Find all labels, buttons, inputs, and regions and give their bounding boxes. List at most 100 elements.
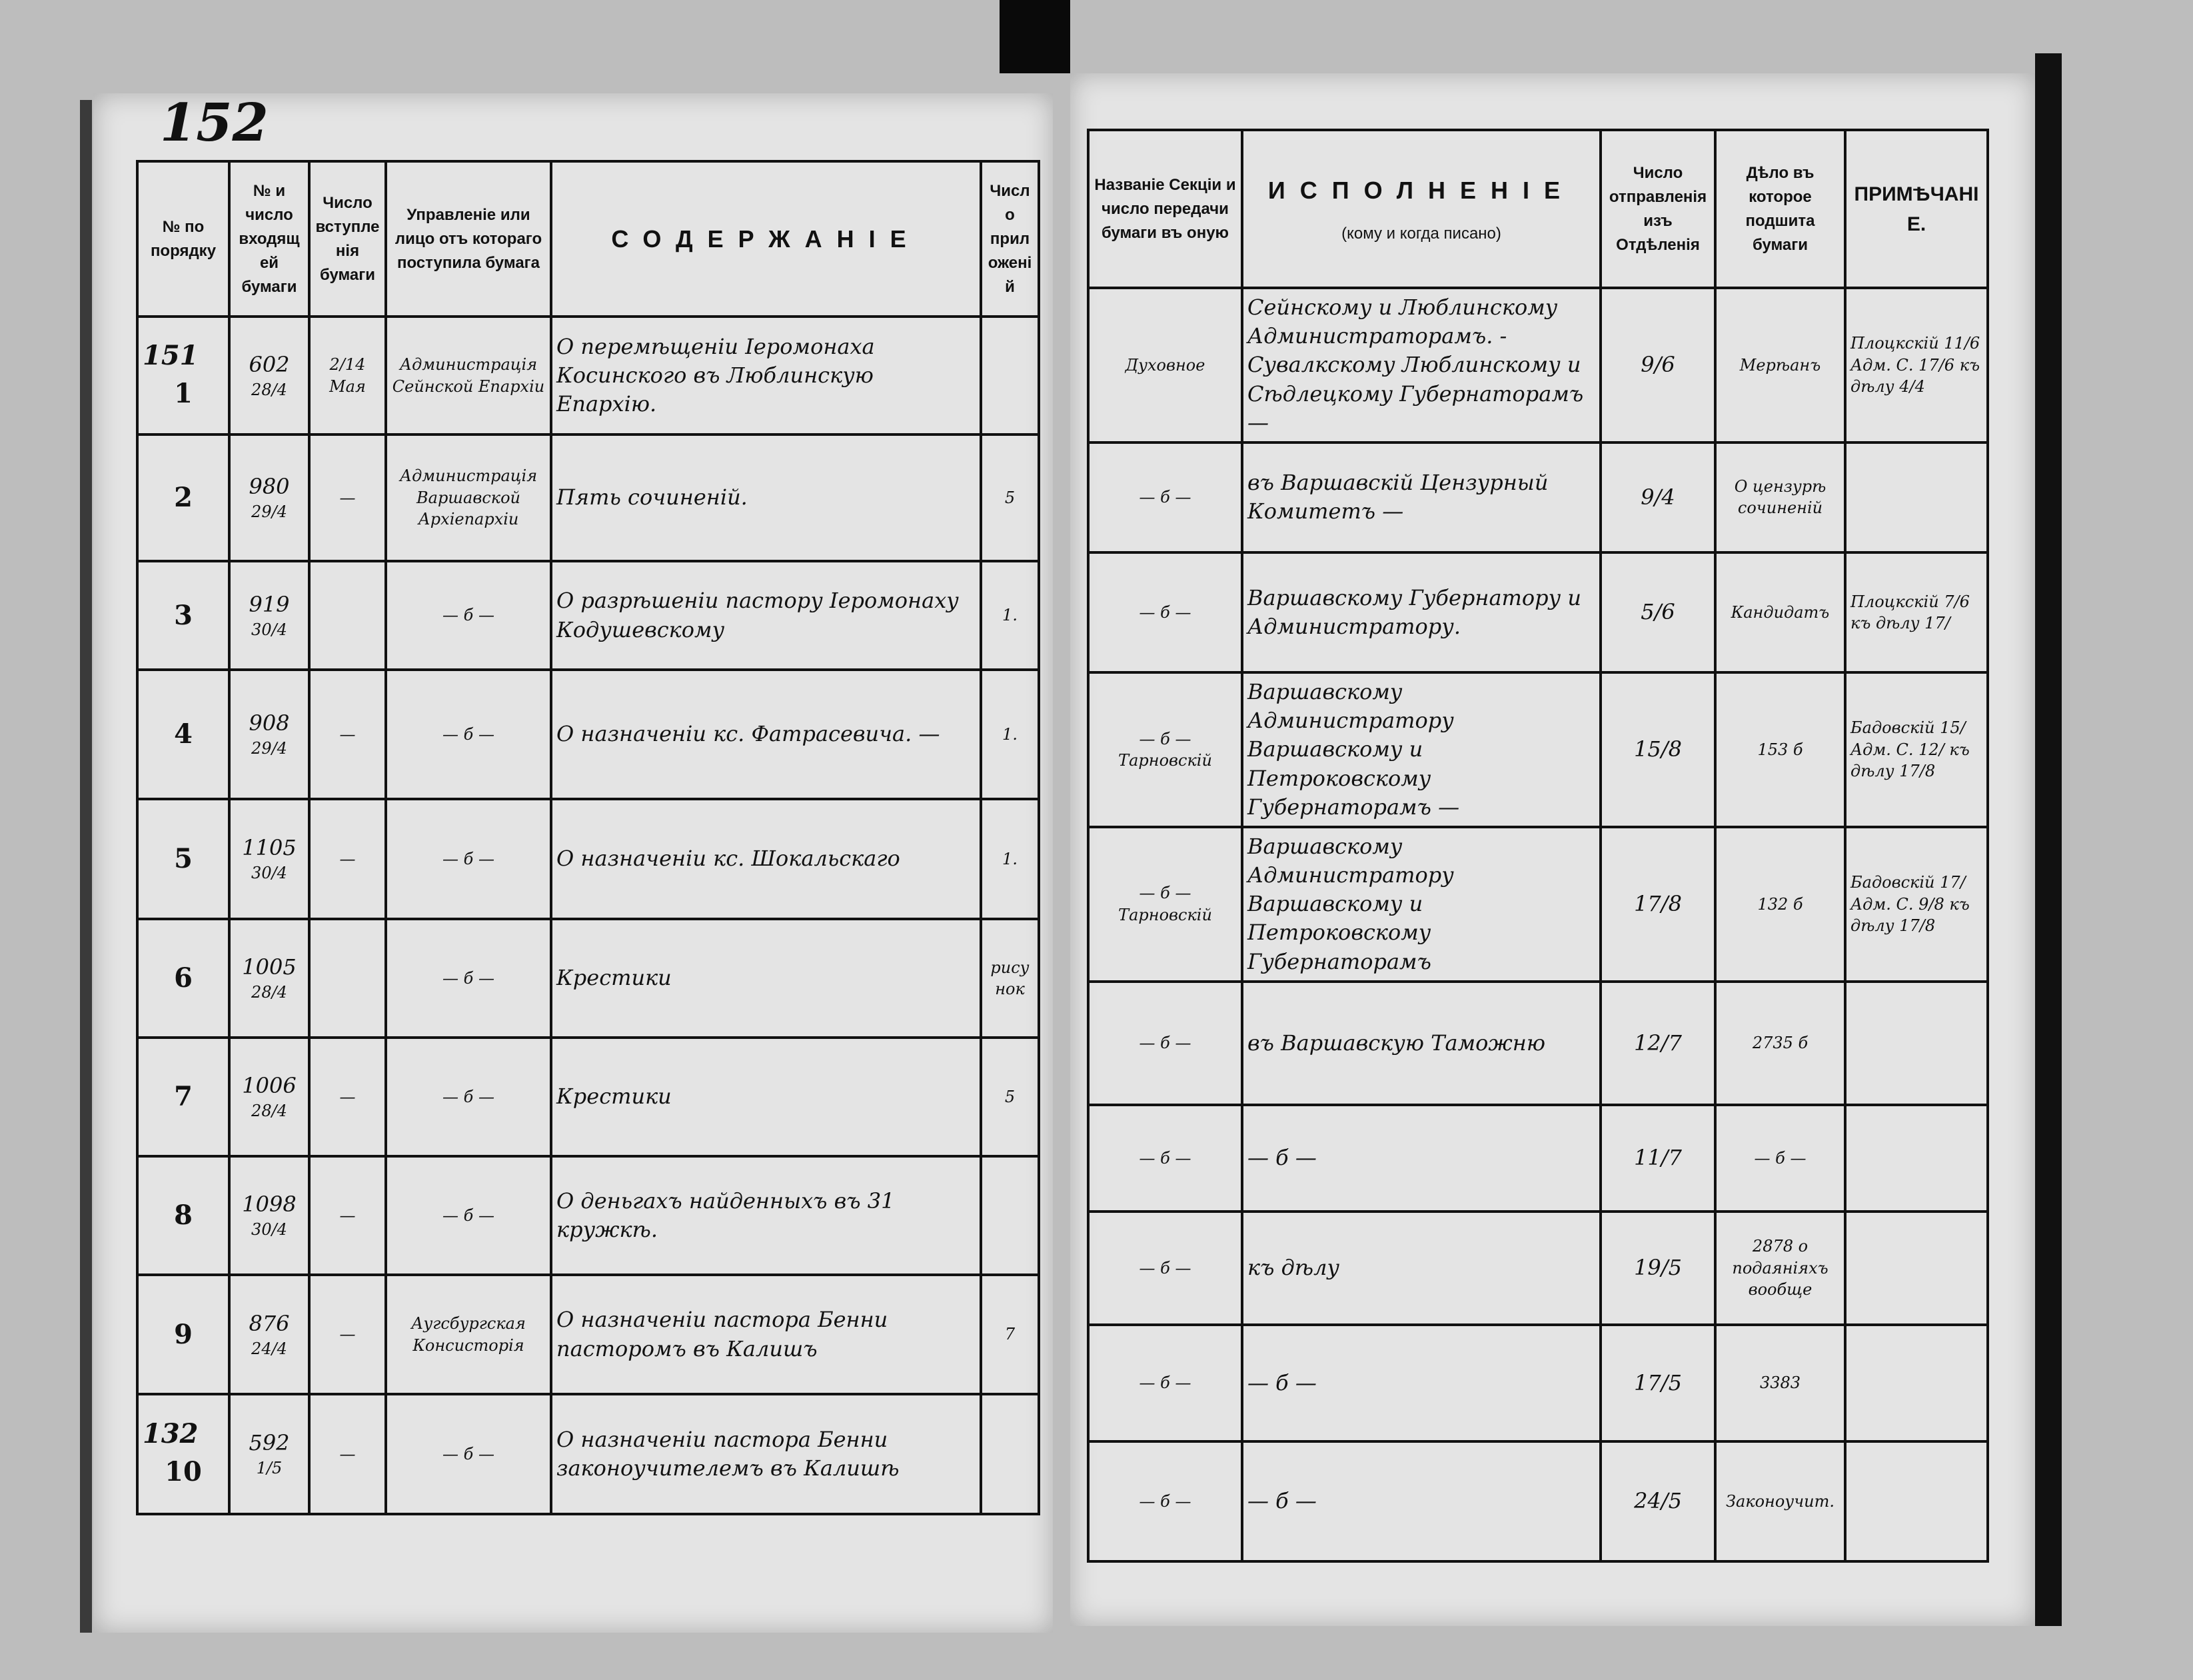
section: — б — (1087, 1210, 1243, 1326)
table-row: — б — въ Варшавскую Таможню 12/7 2735 б (1087, 980, 1989, 1106)
note (1844, 1210, 1989, 1326)
execution: въ Варшавскую Таможню (1241, 980, 1602, 1106)
note: Бадовскій 17/ Адм. С. 9/8 къ дѣлу 17/8 (1844, 825, 1989, 983)
header-sender: Управленіе или лицо отъ котораго поступи… (384, 160, 552, 318)
header-attachments: Число приложеній (980, 160, 1040, 318)
row-number-cell: 8 (136, 1155, 231, 1276)
sent-date: 24/5 (1599, 1439, 1717, 1563)
file: 132 б (1714, 825, 1846, 983)
attachments (980, 315, 1040, 436)
sender: — б — (384, 798, 552, 920)
left-table-body: 151 1 602 28/4 2/14 Мая Администрація Сейнско… (136, 315, 1040, 1515)
incoming-number: 876 (249, 1310, 290, 1336)
row-number: 5 (174, 843, 193, 874)
table-row: — б — Тарновскій Варшавскому Администрато… (1087, 670, 1989, 828)
header-section: Названіе Секціи и число передачи бумаги … (1087, 129, 1243, 289)
execution: Сейнскому и Люблинскому Администраторамъ… (1241, 287, 1602, 444)
file: — б — (1714, 1103, 1846, 1213)
header-execution-sub: (кому и когда писано) (1341, 224, 1501, 243)
margin-note: 132 (143, 1418, 199, 1449)
sent-date: 19/5 (1599, 1210, 1717, 1326)
attachments: 5 (980, 1036, 1040, 1158)
received-date: — (308, 1393, 387, 1515)
header-received-date: Число вступленія бумаги (308, 160, 387, 318)
incoming-number: 1098 (242, 1192, 297, 1218)
execution: Варшавскому Администратору Варшавскому и… (1241, 670, 1602, 828)
received-date: — (308, 1273, 387, 1395)
header-execution: ИСПОЛНЕНІЕ (кому и когда писано) (1241, 129, 1602, 289)
table-row: 3 919 30/4 — б — О разрѣшеніи пастору Іеромо… (136, 560, 1040, 671)
attachments: 7 (980, 1273, 1040, 1395)
content: Пять сочиненій. (550, 433, 982, 562)
sent-date: 11/7 (1599, 1103, 1717, 1213)
section: — б — (1087, 980, 1243, 1106)
row-number: 2 (174, 482, 193, 513)
section: — б — (1087, 550, 1243, 674)
attachments (980, 1393, 1040, 1515)
right-register-table: Названіе Секціи и число передачи бумаги … (1087, 129, 1989, 1563)
incoming-date: 28/4 (251, 1102, 287, 1121)
section: — б — (1087, 1439, 1243, 1563)
received-date: — (308, 1036, 387, 1158)
section: — б — Тарновскій (1087, 825, 1243, 983)
header-note: ПРИМѢЧАНІЕ. (1844, 129, 1989, 289)
note: Бадовскій 15/ Адм. С. 12/ къ дѣлу 17/8 (1844, 670, 1989, 828)
content: О перемѣщеніи Іеромонаха Косинского въ Л… (550, 315, 982, 436)
section: Духовное (1087, 287, 1243, 444)
incoming-number: 1105 (242, 835, 297, 861)
file: Законоучит. (1714, 1439, 1846, 1563)
sender: Администрація Сейнской Епархіи (384, 315, 552, 436)
row-number-cell: 2 (136, 433, 231, 562)
received-date: — (308, 1155, 387, 1276)
table-row: 4 908 29/4 — — б — О назначеніи кс. Фатрасеви… (136, 668, 1040, 800)
note (1844, 440, 1989, 554)
execution: — б — (1241, 1323, 1602, 1443)
note (1844, 1103, 1989, 1213)
incoming-date: 29/4 (251, 739, 287, 758)
execution: Варшавскому Администратору Варшавскому и… (1241, 825, 1602, 983)
attachments: рисунок (980, 918, 1040, 1039)
sender: — б — (384, 668, 552, 800)
received-date: — (308, 798, 387, 920)
sender: — б — (384, 1155, 552, 1276)
table-row: — б — — б —17/5 3383 (1087, 1323, 1989, 1443)
sender: Администрація Варшавской Архіепархіи (384, 433, 552, 562)
attachments (980, 1155, 1040, 1276)
table-row: 9 876 24/4 — Аугсбургская Консисторія О назна… (136, 1273, 1040, 1395)
incoming-date: 30/4 (251, 864, 287, 883)
sender: — б — (384, 1393, 552, 1515)
right-table-body: Духовное Сейнскому и Люблинскому Админист… (1087, 287, 1989, 1563)
row-number: 8 (174, 1200, 193, 1231)
incoming-number: 1005 (242, 954, 297, 980)
incoming-number: 980 (249, 474, 290, 500)
incoming-date: 28/4 (251, 983, 287, 1002)
sender: — б — (384, 1036, 552, 1158)
sender: — б — (384, 918, 552, 1039)
execution: — б — (1241, 1439, 1602, 1563)
sent-date: 17/5 (1599, 1323, 1717, 1443)
table-row: — б — — б —11/7— б — (1087, 1103, 1989, 1213)
row-number-cell: 132 10 (136, 1393, 231, 1515)
note (1844, 1323, 1989, 1443)
incoming-date: 24/4 (251, 1339, 287, 1358)
row-number-cell: 151 1 (136, 315, 231, 436)
margin-note: 151 (143, 339, 199, 371)
sent-date: 9/6 (1599, 287, 1717, 444)
incoming-number-cell: 980 29/4 (228, 433, 311, 562)
content: О разрѣшеніи пастору Іеромонаху Кодушевс… (550, 560, 982, 671)
row-number: 10 (165, 1456, 202, 1487)
incoming-number: 592 (249, 1430, 290, 1456)
incoming-number: 919 (249, 591, 290, 617)
row-number-cell: 4 (136, 668, 231, 800)
sent-date: 17/8 (1599, 825, 1717, 983)
content: О назначеніи кс. Фатрасевича. — (550, 668, 982, 800)
content: О назначеніи пастора Бенни законоучителе… (550, 1393, 982, 1515)
row-number: 3 (174, 599, 193, 631)
table-row: — б — Варшавскому Губернатору и Администр… (1087, 550, 1989, 674)
incoming-number-cell: 1005 28/4 (228, 918, 311, 1039)
incoming-date: 1/5 (256, 1459, 283, 1478)
incoming-date: 29/4 (251, 502, 287, 522)
header-row-number: № по порядку (136, 160, 231, 318)
file: 2878 о подаяніяхъ вообще (1714, 1210, 1846, 1326)
incoming-number-cell: 919 30/4 (228, 560, 311, 671)
